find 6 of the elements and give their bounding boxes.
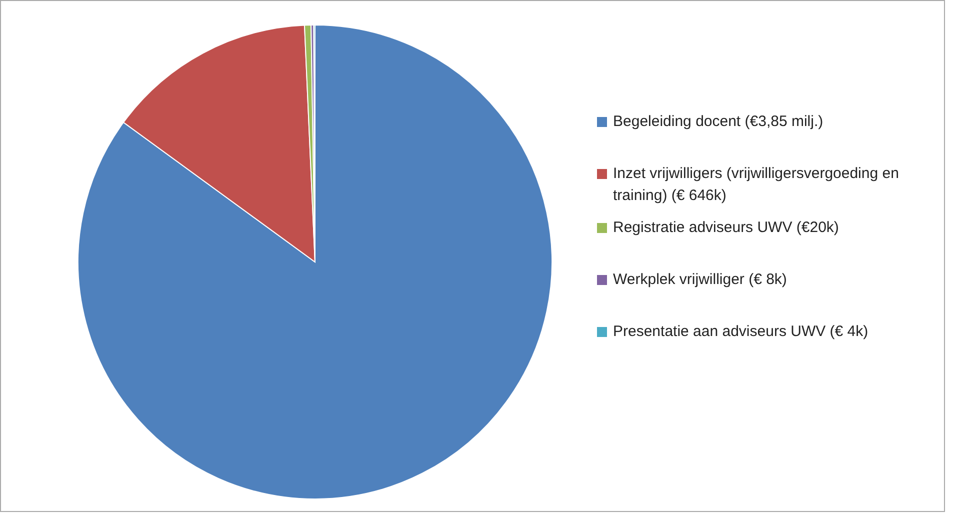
legend-label: Begeleiding docent (€3,85 milj.) (613, 112, 824, 132)
legend-label: Werkplek vrijwilliger (€ 8k) (613, 270, 787, 290)
legend-label: Inzet vrijwilligers (vrijwilligersvergoeding en training) (€ 646k) (613, 164, 900, 206)
legend-label: Presentatie aan adviseurs UWV (€ 4k) (613, 322, 868, 342)
pie-slice (78, 24, 552, 500)
legend-label: Registratie adviseurs UWV (€20k) (613, 218, 839, 238)
